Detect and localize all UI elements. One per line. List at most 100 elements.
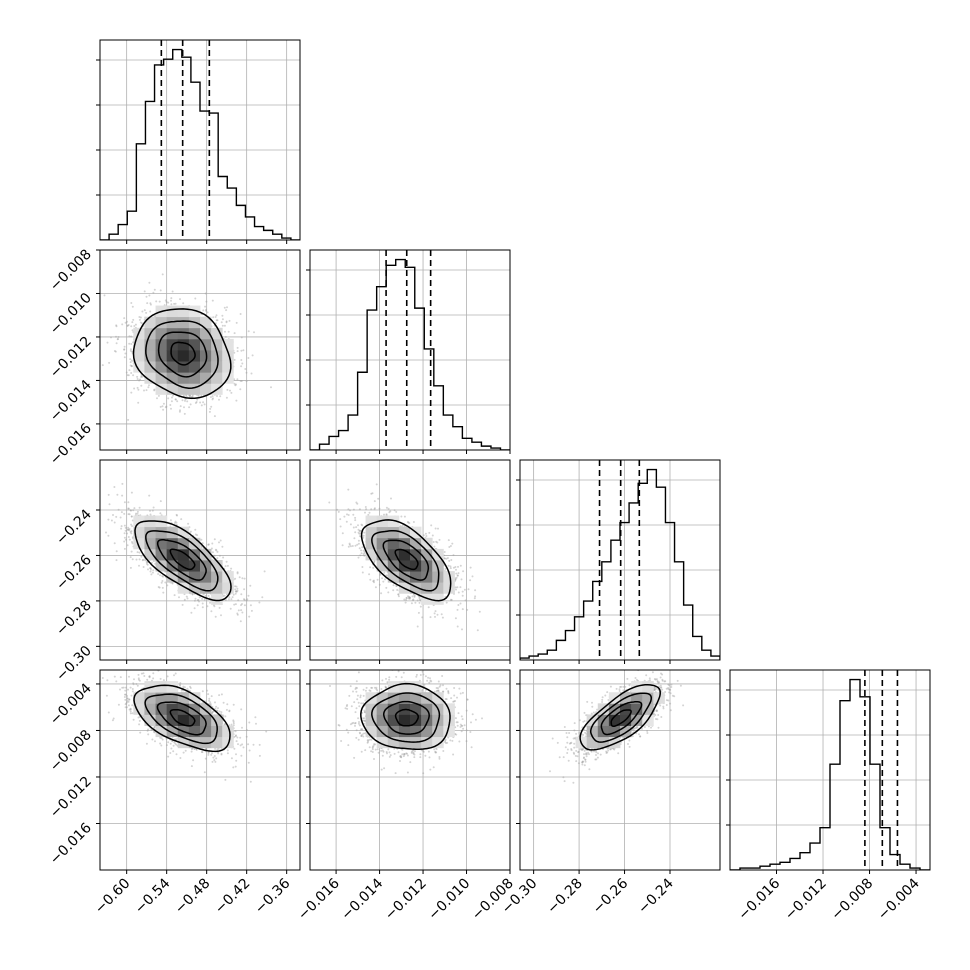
scatter-point xyxy=(145,389,148,392)
density-cell xyxy=(177,316,190,329)
scatter-point xyxy=(157,573,160,575)
scatter-point xyxy=(138,506,141,509)
scatter-point xyxy=(131,558,134,561)
scatter-point xyxy=(130,515,133,518)
scatter-point xyxy=(166,584,169,587)
scatter-point xyxy=(236,378,239,381)
scatter-point xyxy=(127,418,130,421)
scatter-point xyxy=(191,395,194,398)
scatter-point xyxy=(358,535,361,538)
scatter-point xyxy=(149,567,151,570)
density-cell xyxy=(211,582,223,594)
scatter-point xyxy=(130,530,133,533)
scatter-point xyxy=(236,572,239,575)
scatter-point xyxy=(149,513,152,516)
scatter-point xyxy=(341,532,344,535)
scatter-point xyxy=(126,324,129,327)
scatter-point xyxy=(159,289,162,292)
density-cell xyxy=(188,327,201,340)
scatter-point xyxy=(270,386,272,389)
scatter-point xyxy=(218,606,221,609)
density-cell xyxy=(155,350,168,362)
scatter-point xyxy=(131,519,134,522)
scatter-point xyxy=(224,335,227,338)
scatter-point xyxy=(222,595,225,598)
density-cell xyxy=(155,327,168,340)
scatter-point xyxy=(221,314,224,317)
density-cell xyxy=(177,537,190,550)
scatter-point xyxy=(240,349,243,352)
density-cell xyxy=(188,305,201,318)
scatter-point xyxy=(149,567,152,570)
scatter-point xyxy=(213,538,216,541)
density-cell xyxy=(166,537,179,550)
scatter-point xyxy=(427,606,430,609)
scatter-point xyxy=(200,547,203,550)
panel-frame xyxy=(309,249,511,451)
scatter-point xyxy=(194,597,197,600)
scatter-point xyxy=(170,297,173,300)
scatter-point xyxy=(248,615,251,618)
scatter-point xyxy=(236,587,239,590)
scatter-point xyxy=(148,384,150,387)
scatter-point xyxy=(131,541,133,543)
contour-level-2 xyxy=(145,320,219,389)
scatter-point xyxy=(361,546,364,549)
scatter-point xyxy=(236,346,239,349)
scatter-point xyxy=(219,395,222,398)
scatter-point xyxy=(172,394,174,397)
scatter-point xyxy=(194,533,197,536)
scatter-point xyxy=(193,599,196,602)
scatter-point xyxy=(137,401,140,404)
scatter-point xyxy=(138,564,140,567)
scatter-point xyxy=(107,518,110,521)
scatter-point xyxy=(127,507,130,510)
scatter-point xyxy=(182,302,185,305)
scatter-point xyxy=(133,325,136,327)
scatter-point xyxy=(130,372,133,374)
scatter-point xyxy=(124,321,127,324)
scatter-point xyxy=(176,514,178,517)
scatter-point xyxy=(140,375,143,377)
scatter-point xyxy=(233,358,236,361)
scatter-point xyxy=(193,607,196,610)
y-tick-label: −0.30 xyxy=(53,643,95,685)
density-cell xyxy=(188,372,201,384)
density-cell xyxy=(211,327,223,340)
scatter-point xyxy=(123,547,126,550)
density-cell xyxy=(177,338,190,351)
scatter-point xyxy=(120,525,123,528)
scatter-point xyxy=(115,550,118,553)
density-cell xyxy=(211,593,223,605)
scatter-point xyxy=(128,513,131,516)
scatter-point xyxy=(121,482,124,485)
scatter-point xyxy=(131,542,134,545)
scatter-point xyxy=(181,399,184,402)
scatter-point xyxy=(181,603,184,606)
density-cell xyxy=(177,305,190,318)
scatter-point xyxy=(178,596,180,599)
contour-level-0 xyxy=(169,548,196,571)
scatter-point xyxy=(174,520,177,523)
scatter-point xyxy=(238,576,241,579)
scatter-point xyxy=(126,374,129,377)
contour-level-1 xyxy=(157,331,208,378)
density-cell xyxy=(188,582,201,594)
scatter-point xyxy=(200,404,203,407)
scatter-point xyxy=(231,596,234,599)
scatter-point xyxy=(131,350,134,353)
scatter-point xyxy=(209,601,211,604)
scatter-point xyxy=(146,563,149,566)
scatter-point xyxy=(253,331,255,334)
scatter-point xyxy=(207,594,210,597)
density-cell xyxy=(200,560,212,572)
density-cell xyxy=(166,372,179,384)
scatter-point xyxy=(206,311,209,314)
scatter-point xyxy=(210,610,213,613)
scatter-point xyxy=(364,506,367,508)
panel-2-1 xyxy=(306,459,511,664)
density-cell xyxy=(144,372,156,384)
density-cell xyxy=(200,548,212,561)
panel-2-0: −0.30−0.28−0.26−0.24 xyxy=(53,459,301,685)
scatter-point xyxy=(186,400,189,403)
